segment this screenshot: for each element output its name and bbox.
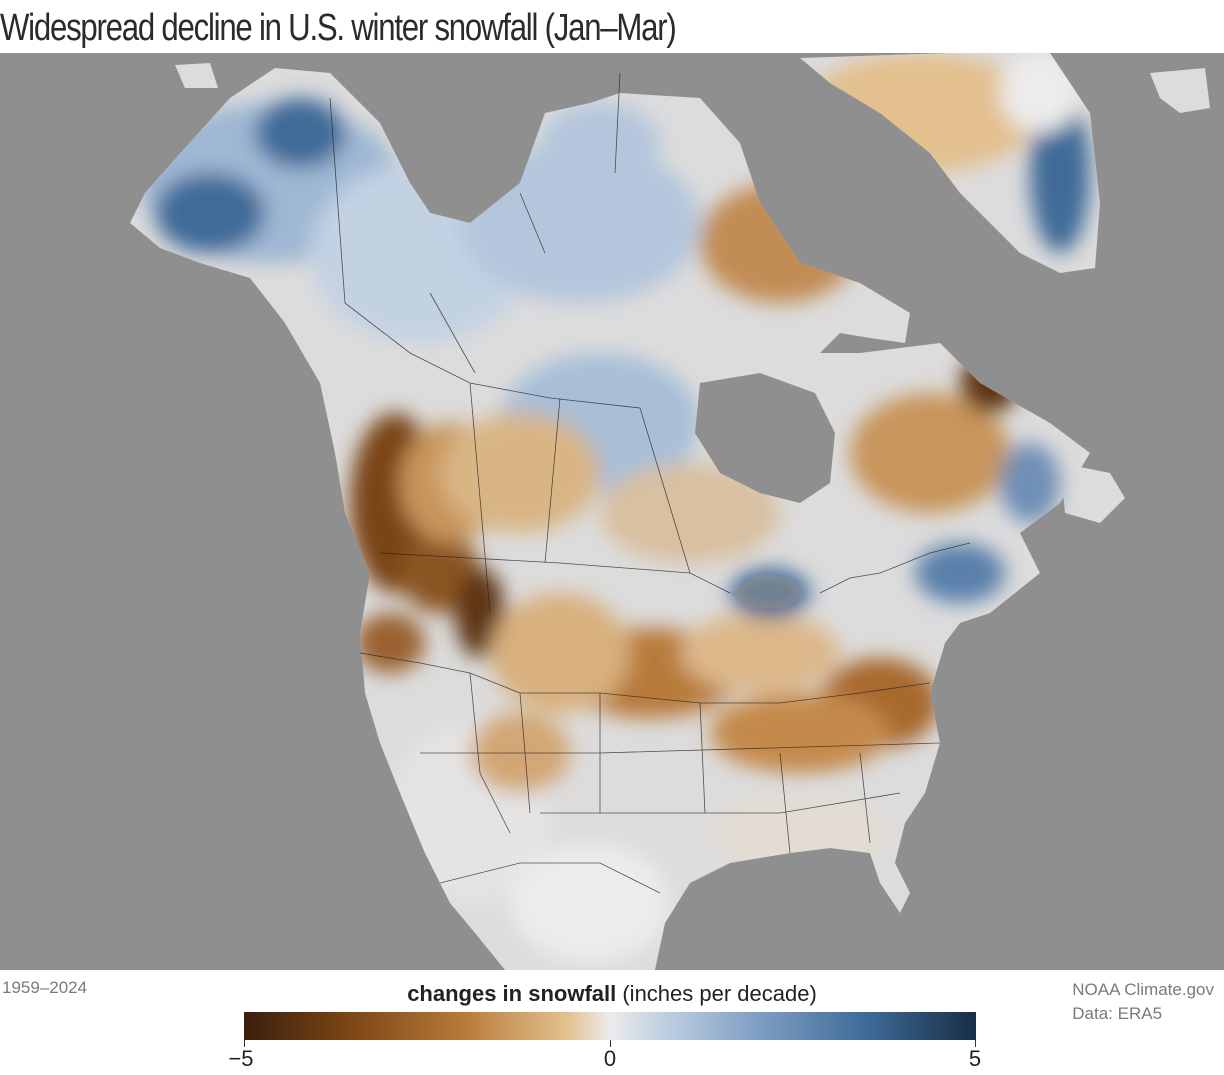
legend-label-min: −5 — [228, 1046, 254, 1071]
legend-colorbar — [244, 1012, 976, 1040]
legend-tick-max — [975, 1040, 976, 1047]
legend-title-bold: changes in snowfall — [407, 981, 617, 1006]
north-america-map-svg — [130, 53, 1210, 970]
legend-tick-min — [244, 1040, 245, 1047]
legend-tick-mid — [610, 1040, 611, 1047]
legend-label-mid: 0 — [603, 1046, 617, 1071]
credit-source: NOAA Climate.gov — [1072, 980, 1214, 999]
political-borders — [329, 72, 971, 894]
legend-label-max: 5 — [968, 1046, 982, 1071]
land-surface — [130, 53, 1210, 970]
legend-title: changes in snowfall (inches per decade) — [0, 981, 1224, 1007]
map-title: Widespread decline in U.S. winter snowfa… — [0, 7, 677, 49]
credit: NOAA Climate.gov Data: ERA5 — [1072, 978, 1214, 1026]
snowfall-change-map — [0, 53, 1224, 970]
legend-title-unit: (inches per decade) — [622, 981, 817, 1006]
period-label: 1959–2024 — [2, 978, 88, 997]
credit-data: Data: ERA5 — [1072, 1004, 1163, 1023]
